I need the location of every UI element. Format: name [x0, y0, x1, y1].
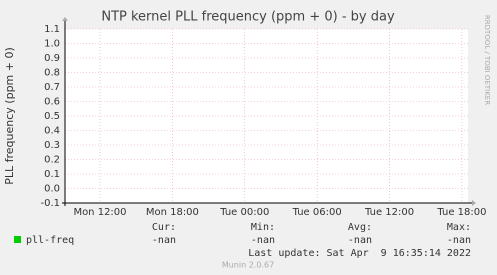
y-tick-label: -0.1 — [40, 198, 60, 209]
y-tick-label: 1.1 — [44, 24, 60, 35]
y-tick-label: 0.1 — [44, 169, 60, 180]
x-tick-label: Tue 00:00 — [219, 207, 269, 218]
x-tick-label: Mon 18:00 — [146, 207, 199, 218]
legend-column-header: Cur: — [152, 222, 176, 233]
x-tick-label: Mon 12:00 — [73, 207, 126, 218]
legend-column-header: Min: — [251, 222, 275, 233]
legend-column-header: Max: — [447, 222, 471, 233]
legend-value: -nan — [251, 235, 275, 246]
y-tick-label: 0.2 — [44, 155, 60, 166]
y-tick-label: 0.3 — [44, 140, 60, 151]
legend-column-header: Avg: — [348, 222, 372, 233]
y-tick-label: 0.8 — [44, 68, 60, 79]
axis-arrow — [472, 200, 476, 206]
y-tick-label: 0.0 — [44, 184, 60, 195]
legend-swatch — [14, 236, 21, 243]
footer: Munin 2.0.67 — [222, 261, 274, 270]
y-tick-label: 0.9 — [44, 53, 60, 64]
y-tick-label: 1.0 — [44, 39, 60, 50]
x-tick-label: Tue 12:00 — [364, 207, 414, 218]
axis-arrow — [62, 17, 68, 21]
x-tick-label: Tue 06:00 — [292, 207, 342, 218]
legend-value: -nan — [348, 235, 372, 246]
legend-label: pll-freq — [26, 235, 74, 246]
y-tick-label: 0.6 — [44, 97, 60, 108]
y-tick-label: 0.4 — [44, 126, 60, 137]
legend-value: -nan — [447, 235, 471, 246]
legend-value: -nan — [152, 235, 176, 246]
y-tick-label: 0.7 — [44, 82, 60, 93]
chart-title: NTP kernel PLL frequency (ppm + 0) - by … — [101, 10, 395, 25]
side-text: RRDTOOL / TOBI OETIKER — [483, 15, 491, 105]
x-tick-label: Tue 18:00 — [436, 207, 486, 218]
last-update: Last update: Sat Apr 9 16:35:14 2022 — [248, 248, 471, 259]
y-axis-label: PLL frequency (ppm + 0) — [3, 47, 16, 185]
y-tick-label: 0.5 — [44, 111, 60, 122]
